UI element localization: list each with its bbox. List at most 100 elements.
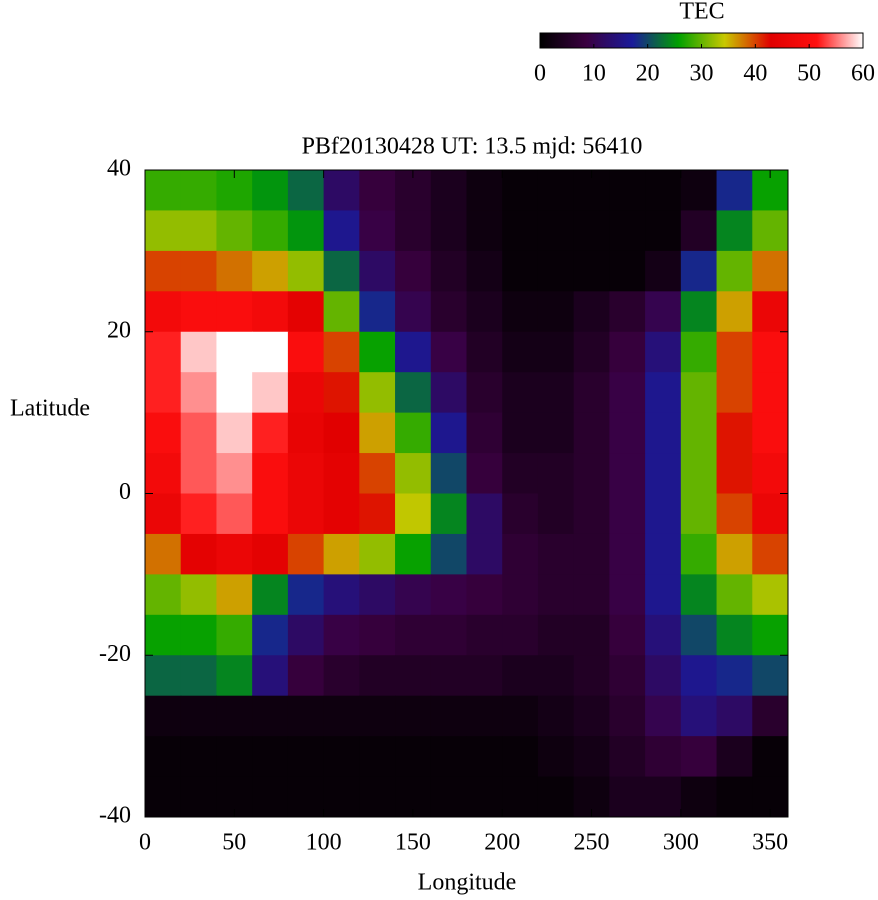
heat-cell: [395, 655, 432, 697]
heat-cell: [537, 493, 575, 535]
heat-cell: [466, 372, 503, 414]
heat-cell: [359, 695, 396, 737]
heat-cell: [537, 776, 575, 818]
heat-cell: [395, 372, 432, 414]
heat-cell: [145, 210, 182, 252]
heat-cell: [752, 453, 789, 494]
heat-cell: [359, 453, 396, 494]
heat-cell: [752, 493, 789, 535]
heat-cell: [323, 776, 360, 818]
heat-cell: [573, 453, 610, 494]
heat-cell: [395, 493, 432, 535]
heat-cell: [287, 614, 325, 656]
heat-cell: [359, 331, 396, 373]
heat-cell: [466, 412, 503, 454]
heat-cell: [752, 412, 789, 454]
heat-cell: [680, 736, 718, 778]
heat-cell: [537, 210, 575, 252]
heat-cell: [359, 372, 396, 414]
heat-cell: [252, 331, 289, 373]
heat-cell: [287, 695, 325, 737]
heat-cell: [180, 776, 217, 818]
heat-cell: [323, 412, 360, 454]
heat-cell: [573, 574, 610, 616]
heat-cell: [609, 250, 646, 292]
heat-cell: [537, 250, 575, 292]
heat-cell: [645, 655, 682, 697]
heat-cell: [752, 372, 789, 414]
heat-cell: [287, 533, 325, 575]
heat-cell: [252, 655, 289, 697]
heat-cell: [573, 331, 610, 373]
heat-cell: [716, 412, 753, 454]
heat-cell: [752, 655, 789, 697]
colorbar-tick-label: 20: [636, 61, 660, 87]
colorbar-tick-label: 40: [743, 61, 767, 87]
heat-cell: [680, 291, 718, 333]
heat-cell: [502, 331, 539, 373]
x-tick-label: 150: [395, 830, 431, 856]
heat-cell: [359, 533, 396, 575]
heat-cell: [502, 412, 539, 454]
heat-cell: [395, 736, 432, 778]
heat-cell: [287, 453, 325, 494]
heat-cell: [359, 574, 396, 616]
heat-cell: [287, 574, 325, 616]
heat-cell: [359, 614, 396, 656]
heat-cell: [180, 291, 217, 333]
heat-cell: [287, 655, 325, 697]
heat-cell: [466, 453, 503, 494]
heat-cell: [502, 170, 539, 211]
heat-cell: [216, 372, 253, 414]
heat-cell: [716, 372, 753, 414]
heat-cell: [180, 655, 217, 697]
heat-cell: [680, 170, 718, 211]
heat-cell: [323, 372, 360, 414]
heat-cell: [502, 655, 539, 697]
heat-cell: [502, 453, 539, 494]
heat-cell: [680, 776, 718, 818]
heat-cell: [145, 250, 182, 292]
heat-cell: [537, 574, 575, 616]
heat-cell: [180, 493, 217, 535]
heat-cell: [466, 614, 503, 656]
heat-cell: [395, 210, 432, 252]
heat-cell: [180, 614, 217, 656]
x-tick-label: 300: [663, 830, 699, 856]
heat-cell: [216, 614, 253, 656]
heat-cell: [252, 453, 289, 494]
heat-cell: [680, 372, 718, 414]
heat-cell: [466, 170, 503, 211]
heat-cell: [609, 372, 646, 414]
heat-cell: [180, 170, 217, 211]
heat-cell: [680, 614, 718, 656]
heat-cell: [216, 291, 253, 333]
heat-cell: [537, 614, 575, 656]
heat-cell: [502, 614, 539, 656]
heat-cell: [216, 331, 253, 373]
heat-cell: [359, 250, 396, 292]
heat-cell: [395, 291, 432, 333]
heat-cell: [430, 493, 467, 535]
heat-cell: [502, 493, 539, 535]
heat-cell: [716, 493, 753, 535]
x-tick-label: 350: [752, 830, 788, 856]
heat-cell: [645, 614, 682, 656]
heat-cell: [645, 250, 682, 292]
heat-cell: [216, 250, 253, 292]
heat-cell: [645, 453, 682, 494]
heat-cell: [323, 695, 360, 737]
heat-cell: [680, 574, 718, 616]
heat-cell: [145, 453, 182, 494]
y-tick-label: 20: [107, 317, 131, 343]
heat-cell: [395, 574, 432, 616]
heat-cell: [252, 170, 289, 211]
heat-cell: [645, 210, 682, 252]
heat-cell: [252, 736, 289, 778]
heat-cell: [502, 695, 539, 737]
heat-cell: [537, 695, 575, 737]
heat-cell: [609, 493, 646, 535]
heat-cell: [680, 533, 718, 575]
heat-cell: [502, 736, 539, 778]
heat-cell: [466, 736, 503, 778]
